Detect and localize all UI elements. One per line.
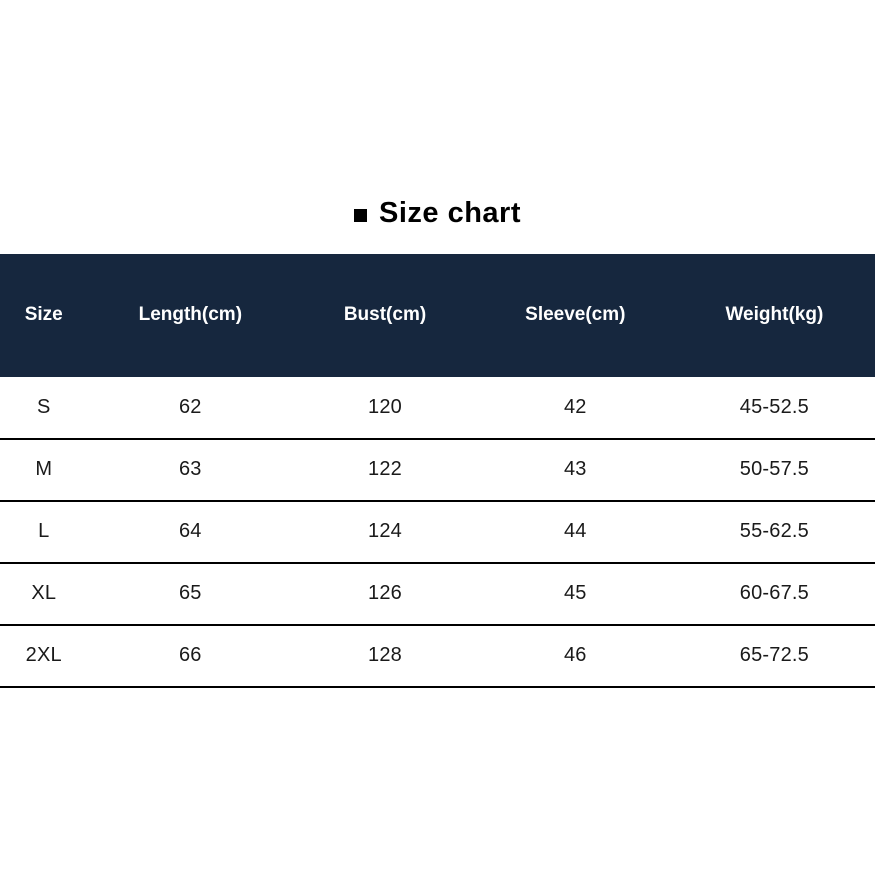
table-row-m: M 63 122 43 50-57.5	[0, 438, 875, 502]
cell-sleeve: 42	[476, 376, 674, 440]
cell-size: 2XL	[0, 624, 88, 688]
cell-bust: 120	[293, 376, 477, 440]
column-header-sleeve: Sleeve(cm)	[476, 253, 674, 377]
cell-sleeve: 43	[476, 438, 674, 502]
table-row-xl: XL 65 126 45 60-67.5	[0, 562, 875, 626]
cell-size: XL	[0, 562, 88, 626]
cell-length: 65	[87, 562, 294, 626]
header-row: Size Length(cm) Bust(cm) Sleeve(cm) Weig…	[0, 253, 875, 377]
table-header: Size Length(cm) Bust(cm) Sleeve(cm) Weig…	[0, 253, 875, 377]
column-header-size: Size	[0, 253, 88, 377]
cell-size: S	[0, 376, 88, 440]
size-chart-table: Size Length(cm) Bust(cm) Sleeve(cm) Weig…	[0, 253, 875, 688]
table-row-l: L 64 124 44 55-62.5	[0, 500, 875, 564]
cell-length: 63	[87, 438, 294, 502]
cell-bust: 128	[293, 624, 477, 688]
cell-bust: 122	[293, 438, 477, 502]
cell-size: M	[0, 438, 88, 502]
cell-size: L	[0, 500, 88, 564]
cell-weight: 50-57.5	[673, 438, 875, 502]
table-body: S 62 120 42 45-52.5 M 63 122 43 50-57.5 …	[0, 376, 875, 688]
cell-sleeve: 44	[476, 500, 674, 564]
title-row: Size chart	[0, 0, 875, 230]
page-title: Size chart	[379, 197, 521, 229]
column-header-weight: Weight(kg)	[673, 253, 875, 377]
cell-weight: 60-67.5	[673, 562, 875, 626]
cell-length: 64	[87, 500, 294, 564]
black-square-bullet-icon	[354, 209, 367, 223]
cell-sleeve: 45	[476, 562, 674, 626]
cell-weight: 45-52.5	[673, 376, 875, 440]
table-row-2xl: 2XL 66 128 46 65-72.5	[0, 624, 875, 688]
cell-bust: 124	[293, 500, 477, 564]
column-header-length: Length(cm)	[87, 253, 294, 377]
cell-sleeve: 46	[476, 624, 674, 688]
cell-weight: 65-72.5	[673, 624, 875, 688]
cell-length: 66	[87, 624, 294, 688]
cell-length: 62	[87, 376, 294, 440]
table-row-s: S 62 120 42 45-52.5	[0, 376, 875, 440]
cell-bust: 126	[293, 562, 477, 626]
column-header-bust: Bust(cm)	[293, 253, 477, 377]
cell-weight: 55-62.5	[673, 500, 875, 564]
